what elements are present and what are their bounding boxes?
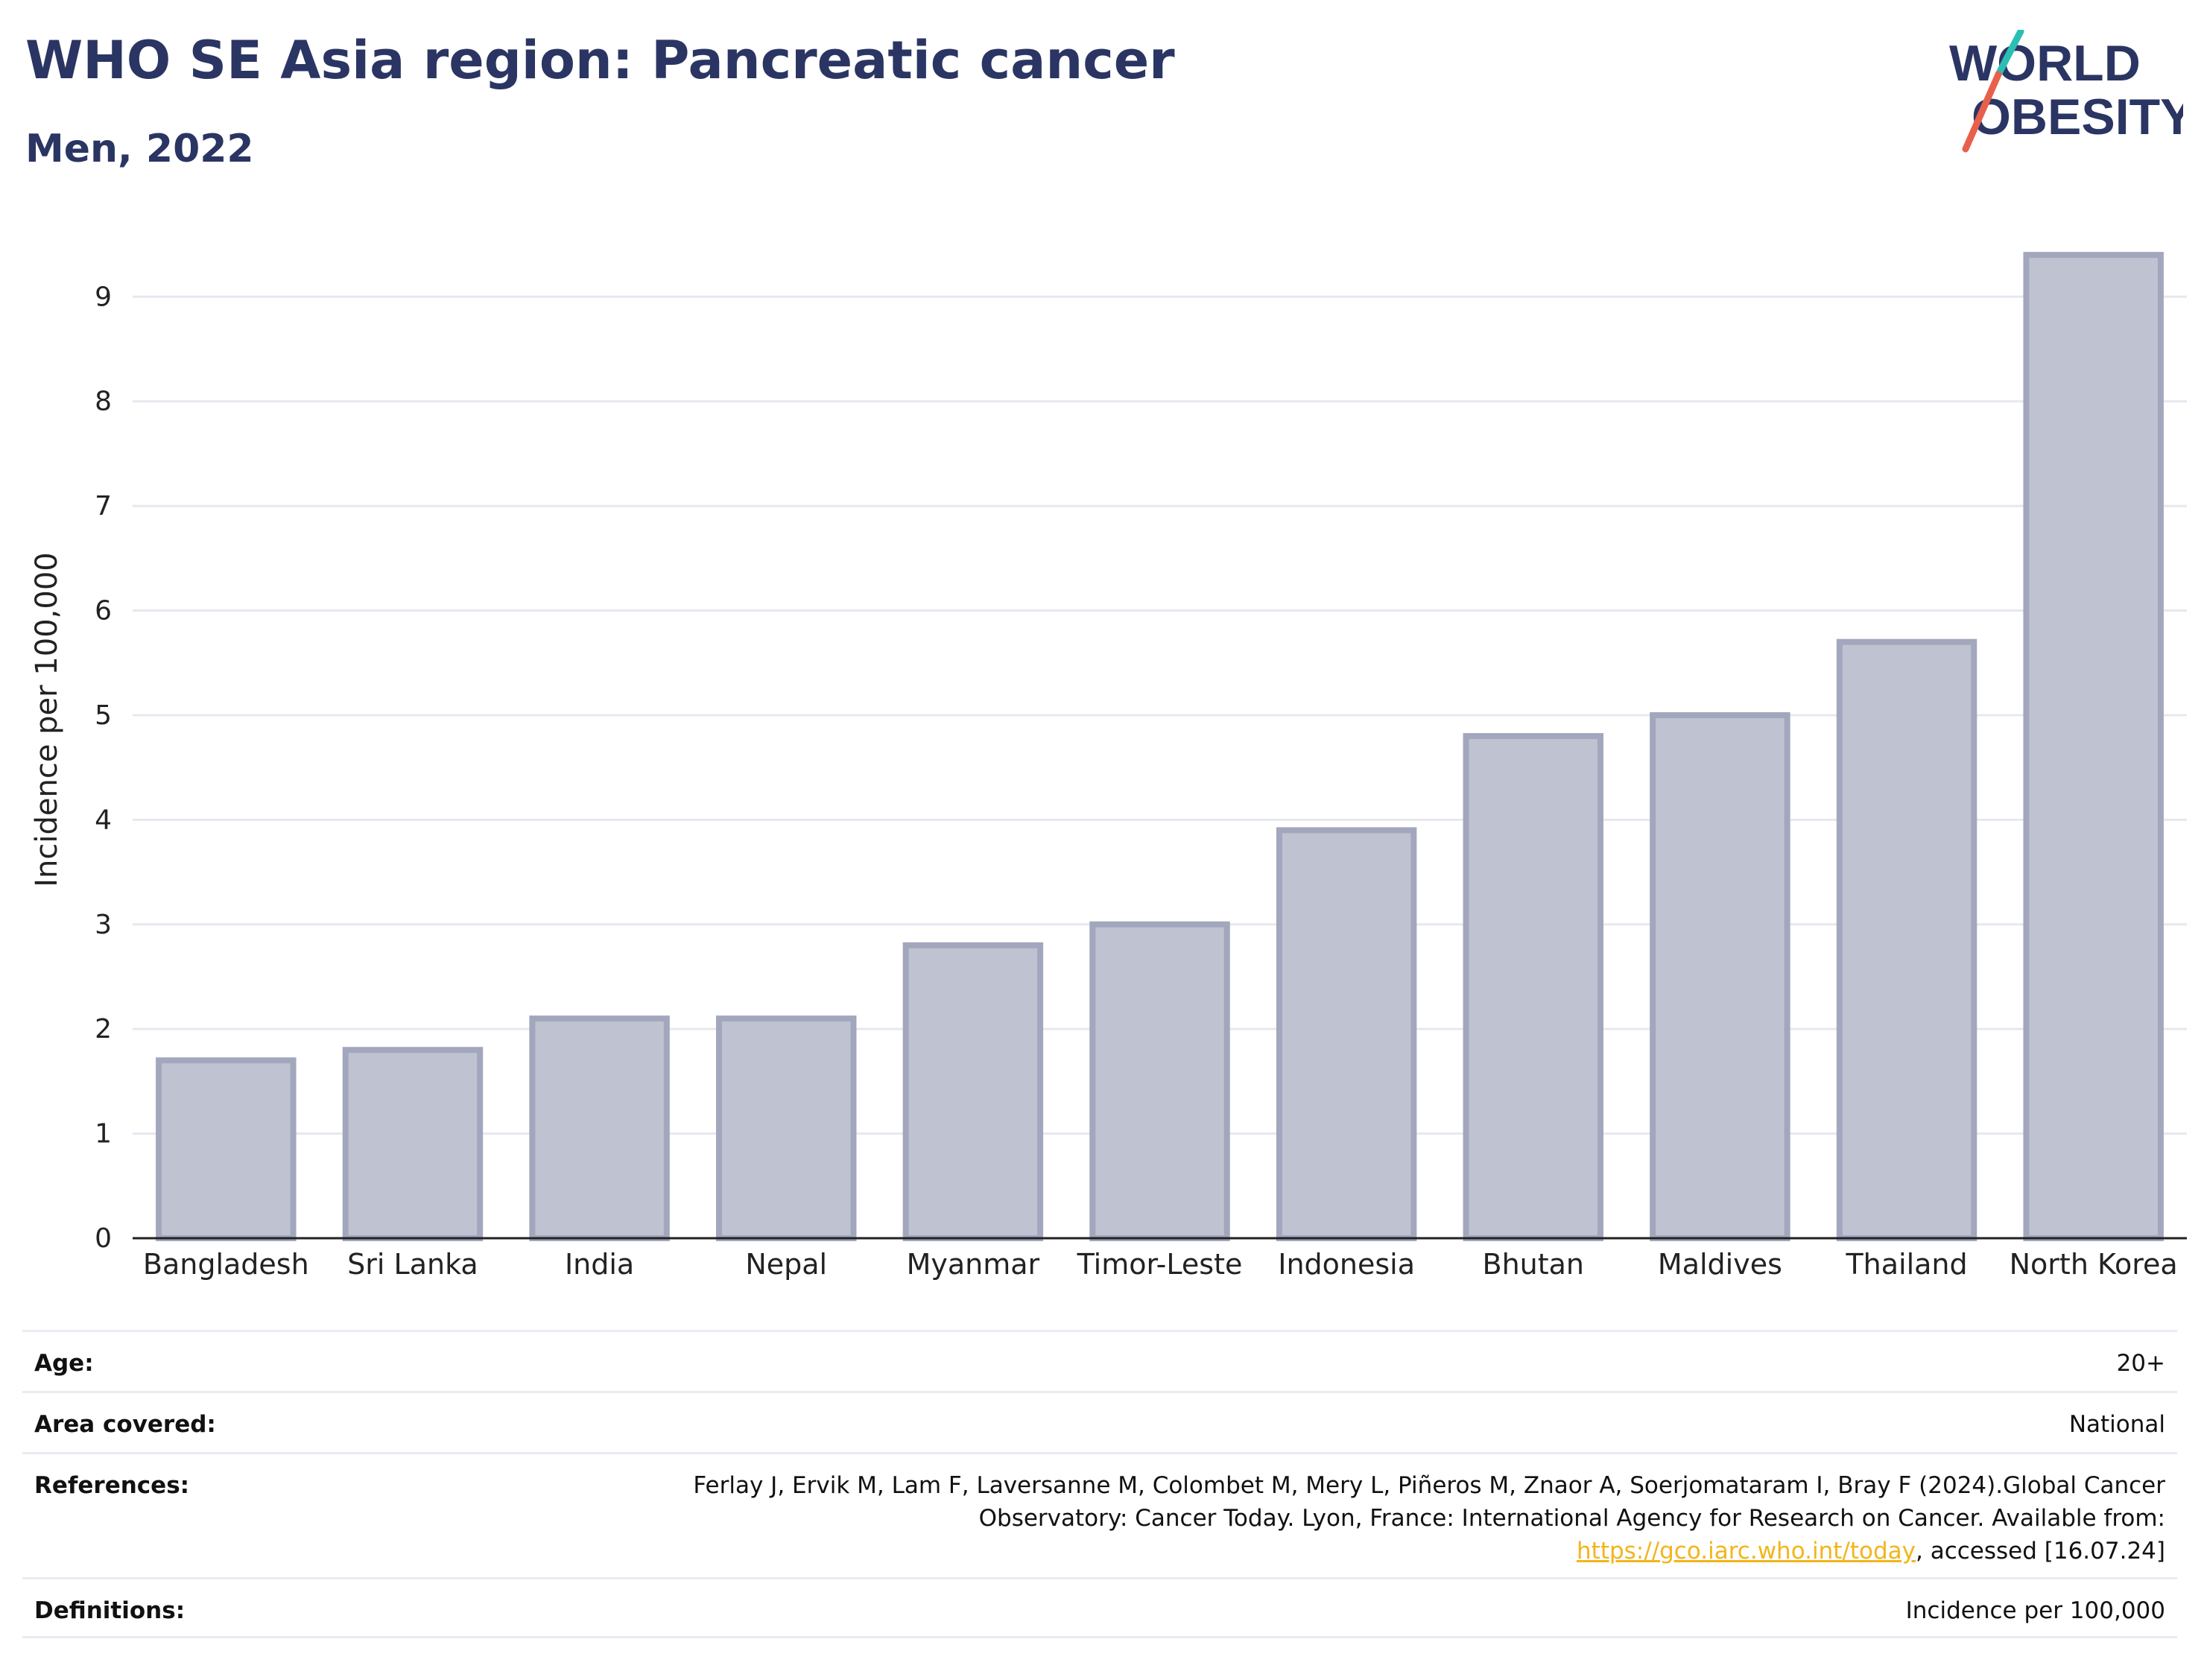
bar [342, 1047, 484, 1241]
y-tick-label: 2 [95, 1014, 112, 1045]
y-tick-label: 7 [95, 491, 112, 522]
reference-link[interactable]: https://gco.iarc.who.int/today [1577, 1538, 1916, 1565]
bar [529, 1015, 670, 1241]
bar [1836, 638, 1977, 1241]
y-tick-label: 1 [95, 1119, 112, 1150]
bar [156, 1057, 297, 1241]
y-axis-label: Incidence per 100,000 [30, 552, 64, 887]
x-tick-label: Bangladesh [143, 1248, 309, 1281]
meta-row-references: References: Ferlay J, Ervik M, Lam F, La… [22, 1452, 2177, 1577]
meta-row-definitions: Definitions: Incidence per 100,000 [22, 1577, 2177, 1638]
x-tick-label: Myanmar [907, 1248, 1040, 1281]
meta-row-area: Area covered: National [22, 1391, 2177, 1452]
meta-label: Area covered: [34, 1411, 216, 1438]
meta-label: Definitions: [34, 1597, 186, 1624]
logo-slash-teal [1995, 28, 2024, 78]
x-tick-label: Indonesia [1278, 1248, 1415, 1281]
x-tick-label: Timor-Leste [1077, 1248, 1243, 1281]
metadata-table: Age: 20+ Area covered: National Referenc… [22, 1330, 2177, 1638]
bar [1463, 733, 1604, 1241]
meta-label: References: [34, 1472, 190, 1499]
bar [2023, 252, 2164, 1242]
logo-line1: WORLD [1949, 35, 2141, 92]
bar [1089, 921, 1230, 1242]
bar-chart: 0 1 2 3 4 5 6 7 8 9 Bangladesh Sri Lanka India Nepal M… [30, 252, 2187, 1281]
meta-value: 20+ [2116, 1350, 2165, 1377]
chart-subtitle: Men, 2022 [25, 127, 254, 171]
x-tick-label: Bhutan [1483, 1248, 1585, 1281]
y-tick-label: 5 [95, 700, 112, 731]
y-tick-label: 3 [95, 910, 112, 940]
logo-line2: OBESITY [1972, 89, 2183, 145]
chart-title: WHO SE Asia region: Pancreatic cancer [25, 30, 1175, 91]
y-tick-label: 4 [95, 805, 112, 835]
x-tick-label: North Korea [2010, 1248, 2178, 1281]
bar [1276, 827, 1417, 1241]
meta-value: National [2068, 1411, 2165, 1438]
bar [1650, 711, 1790, 1241]
bar [715, 1015, 857, 1241]
x-tick-label: Maldives [1658, 1248, 1782, 1281]
reference-text: Ferlay J, Ervik M, Lam F, Laversanne M, … [693, 1472, 2165, 1532]
meta-row-age: Age: 20+ [22, 1330, 2177, 1391]
logo-slash-red [1962, 71, 2002, 153]
world-obesity-logo: WORLD OBESITY [1937, 28, 2194, 160]
x-tick-label: Nepal [745, 1248, 827, 1281]
y-tick-label: 8 [95, 387, 112, 417]
meta-value-references: Ferlay J, Ervik M, Lam F, Laversanne M, … [675, 1469, 2177, 1568]
bar [902, 942, 1044, 1241]
reference-accessed: , accessed [16.07.24] [1915, 1538, 2165, 1565]
x-tick-label: Thailand [1845, 1248, 1967, 1281]
x-tick-label: Sri Lanka [347, 1248, 478, 1281]
y-tick-label: 0 [95, 1223, 112, 1254]
y-tick-label: 6 [95, 596, 112, 627]
meta-value: Incidence per 100,000 [1905, 1597, 2165, 1624]
y-tick-label: 9 [95, 282, 112, 312]
meta-label: Age: [34, 1350, 94, 1377]
x-tick-label: India [565, 1248, 634, 1281]
